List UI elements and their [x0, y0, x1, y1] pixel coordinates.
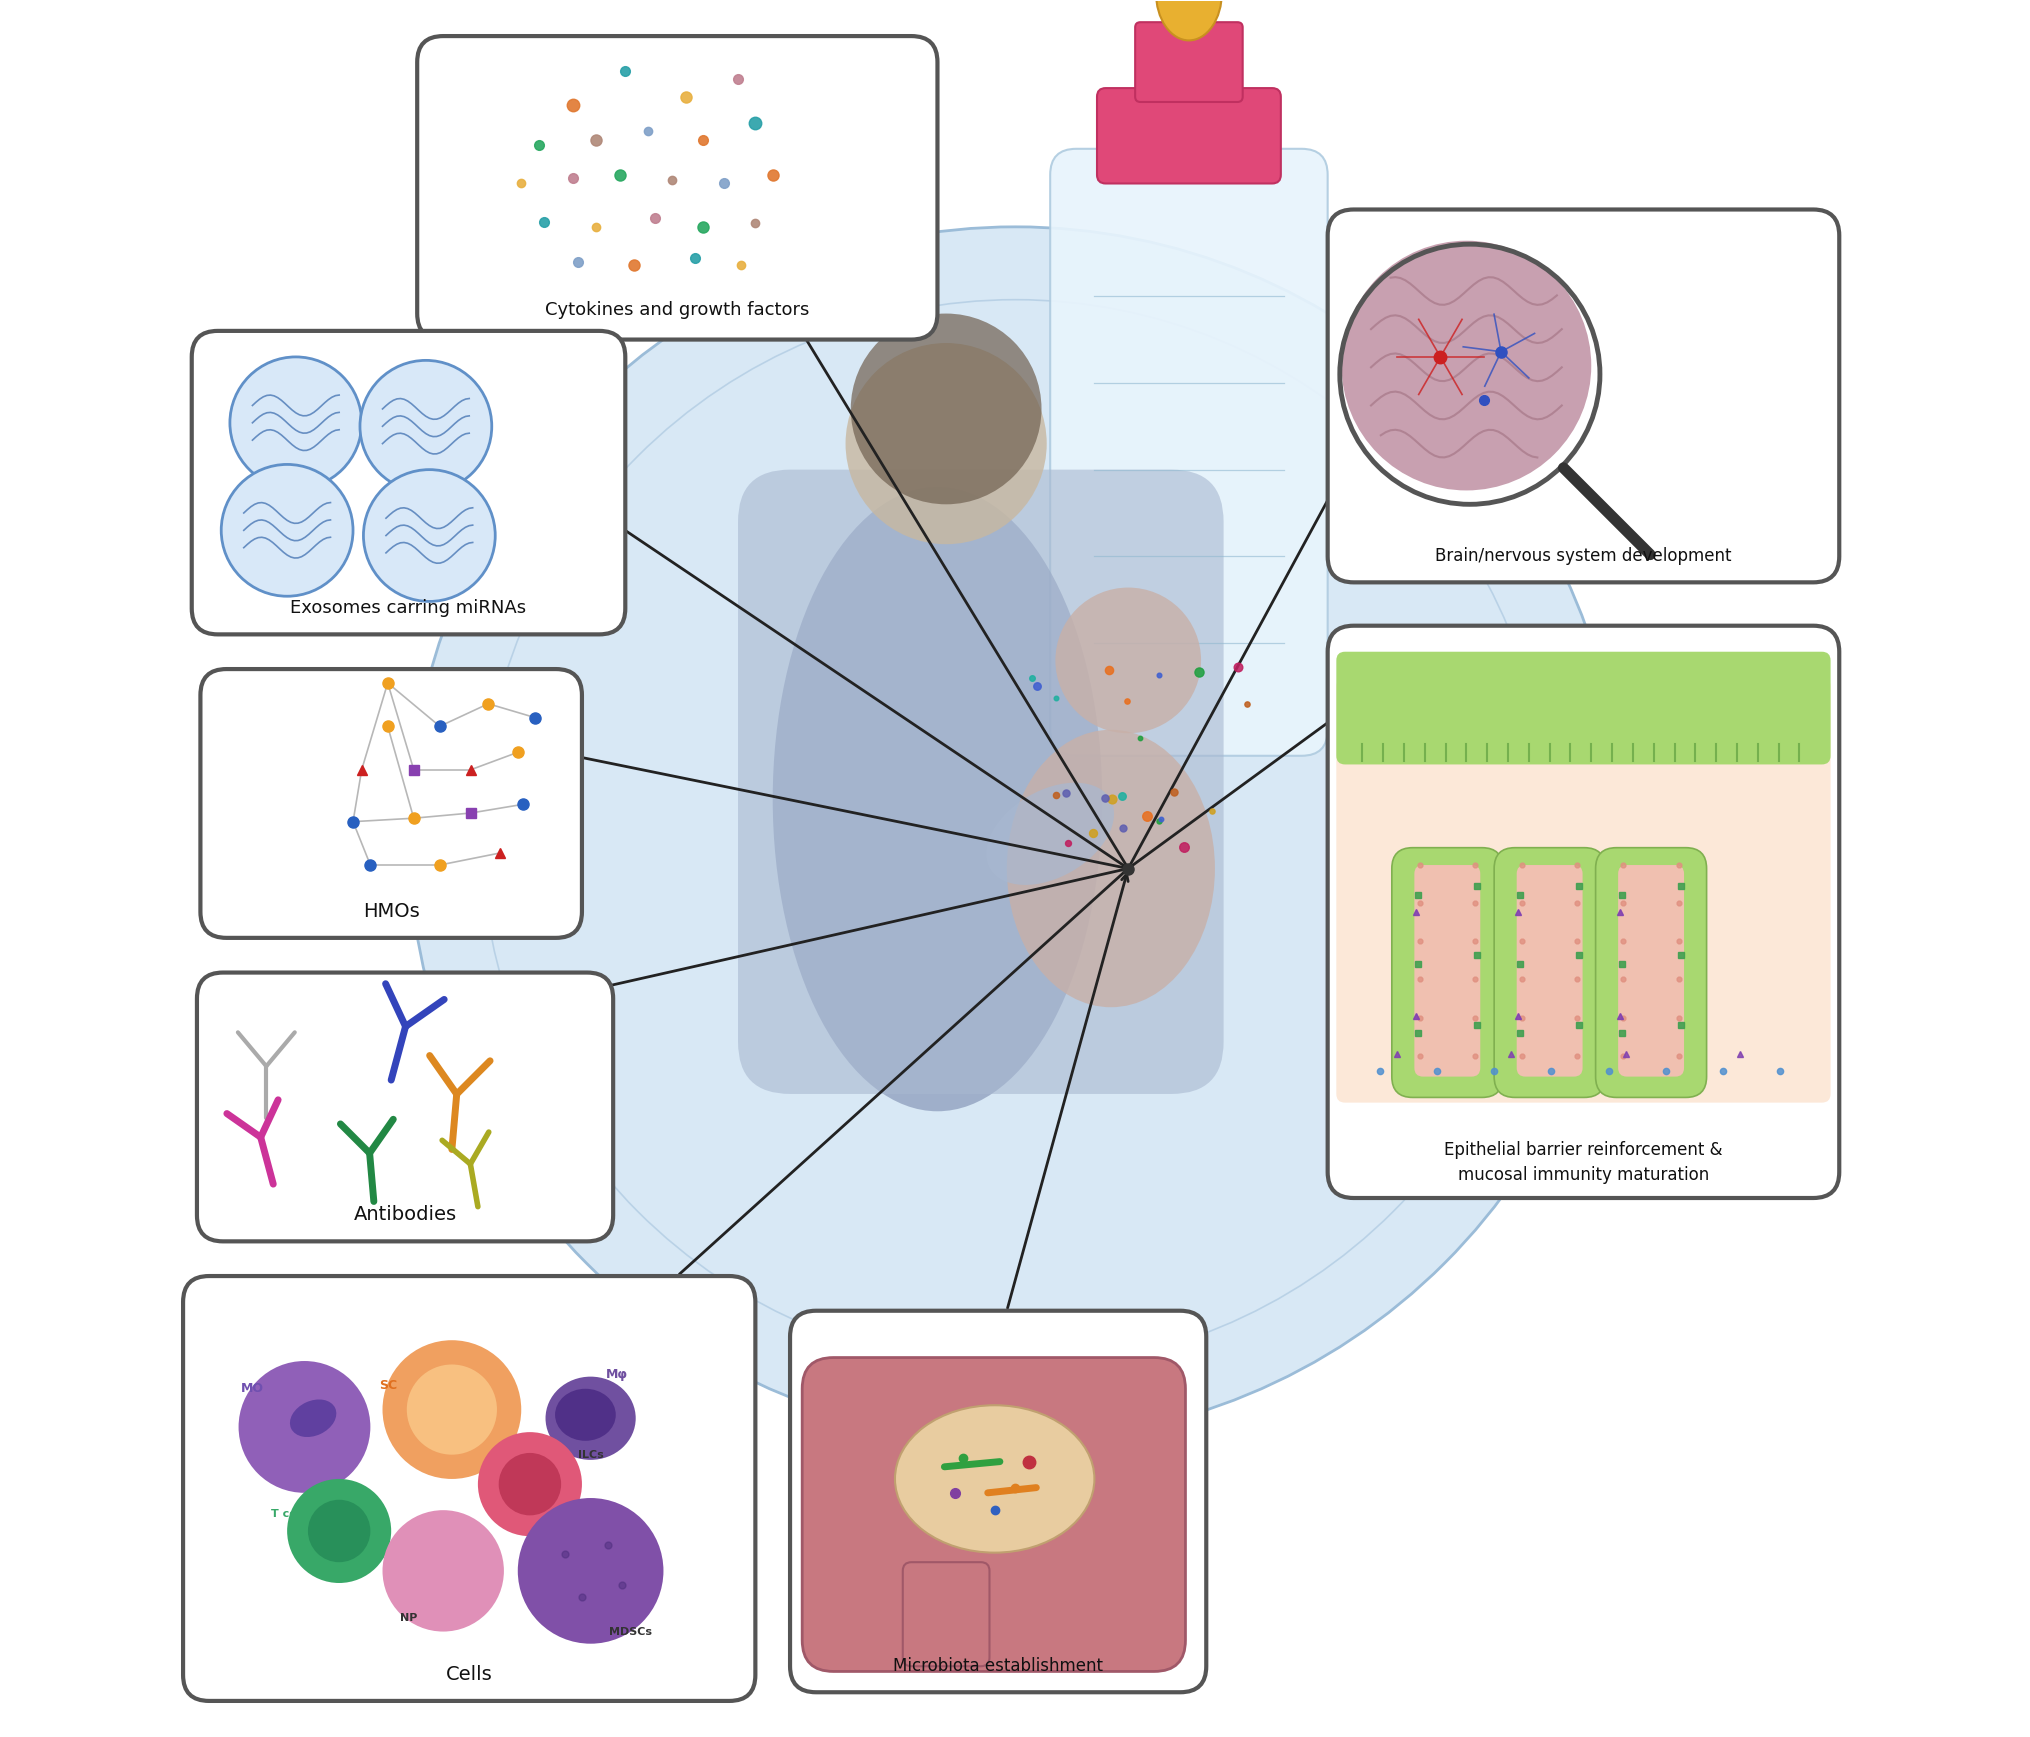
Circle shape — [363, 469, 495, 601]
Circle shape — [382, 1341, 522, 1478]
FancyBboxPatch shape — [802, 1358, 1186, 1671]
FancyBboxPatch shape — [1516, 865, 1581, 1077]
Text: T cells: T cells — [270, 1509, 311, 1518]
FancyBboxPatch shape — [1328, 210, 1839, 582]
FancyBboxPatch shape — [737, 469, 1222, 1094]
FancyBboxPatch shape — [1135, 23, 1242, 102]
Text: Cytokines and growth factors: Cytokines and growth factors — [544, 301, 810, 320]
Text: Exosomes carring miRNAs: Exosomes carring miRNAs — [290, 599, 526, 617]
FancyBboxPatch shape — [901, 1562, 989, 1666]
Ellipse shape — [554, 1390, 615, 1440]
Ellipse shape — [290, 1400, 337, 1436]
Circle shape — [406, 1365, 497, 1454]
Ellipse shape — [1007, 730, 1214, 1007]
Text: Cells: Cells — [447, 1664, 493, 1683]
Ellipse shape — [1155, 0, 1222, 40]
FancyBboxPatch shape — [183, 1277, 755, 1701]
Text: Microbiota establishment: Microbiota establishment — [893, 1657, 1102, 1674]
Ellipse shape — [546, 1377, 635, 1459]
Circle shape — [477, 1431, 583, 1536]
Text: ILCs: ILCs — [579, 1450, 605, 1459]
Circle shape — [1342, 241, 1589, 490]
Circle shape — [221, 464, 353, 596]
Ellipse shape — [771, 486, 1102, 1112]
Text: Antibodies: Antibodies — [353, 1205, 457, 1225]
Circle shape — [286, 1478, 392, 1582]
FancyBboxPatch shape — [1391, 848, 1502, 1098]
FancyBboxPatch shape — [191, 330, 625, 634]
Circle shape — [382, 1509, 503, 1631]
Text: Epithelial barrier reinforcement &
mucosal immunity maturation: Epithelial barrier reinforcement & mucos… — [1443, 1141, 1721, 1185]
Circle shape — [518, 1497, 664, 1643]
FancyBboxPatch shape — [1596, 848, 1705, 1098]
FancyBboxPatch shape — [1336, 677, 1829, 1103]
FancyBboxPatch shape — [1336, 651, 1829, 764]
Text: SC: SC — [378, 1379, 396, 1391]
FancyBboxPatch shape — [1050, 149, 1328, 756]
Text: MDSCs: MDSCs — [609, 1626, 652, 1636]
FancyBboxPatch shape — [1328, 625, 1839, 1199]
Circle shape — [238, 1362, 369, 1492]
Circle shape — [309, 1499, 369, 1562]
Circle shape — [229, 356, 361, 488]
Text: NP: NP — [400, 1612, 416, 1622]
FancyBboxPatch shape — [416, 36, 938, 339]
Text: MO: MO — [242, 1383, 264, 1395]
FancyBboxPatch shape — [790, 1311, 1206, 1692]
Circle shape — [1056, 587, 1200, 733]
Text: HMOs: HMOs — [363, 902, 420, 921]
Text: Brain/nervous system development: Brain/nervous system development — [1435, 547, 1732, 565]
Circle shape — [499, 1452, 560, 1515]
FancyBboxPatch shape — [197, 973, 613, 1242]
FancyBboxPatch shape — [1413, 865, 1480, 1077]
Ellipse shape — [895, 1405, 1094, 1553]
Ellipse shape — [987, 783, 1114, 884]
Text: Mφ: Mφ — [605, 1369, 627, 1381]
Circle shape — [844, 342, 1045, 544]
Circle shape — [851, 314, 1041, 504]
FancyBboxPatch shape — [1096, 89, 1281, 184]
FancyBboxPatch shape — [1618, 865, 1683, 1077]
FancyBboxPatch shape — [1494, 848, 1604, 1098]
FancyBboxPatch shape — [201, 669, 583, 938]
Circle shape — [408, 228, 1622, 1440]
Circle shape — [359, 360, 491, 492]
